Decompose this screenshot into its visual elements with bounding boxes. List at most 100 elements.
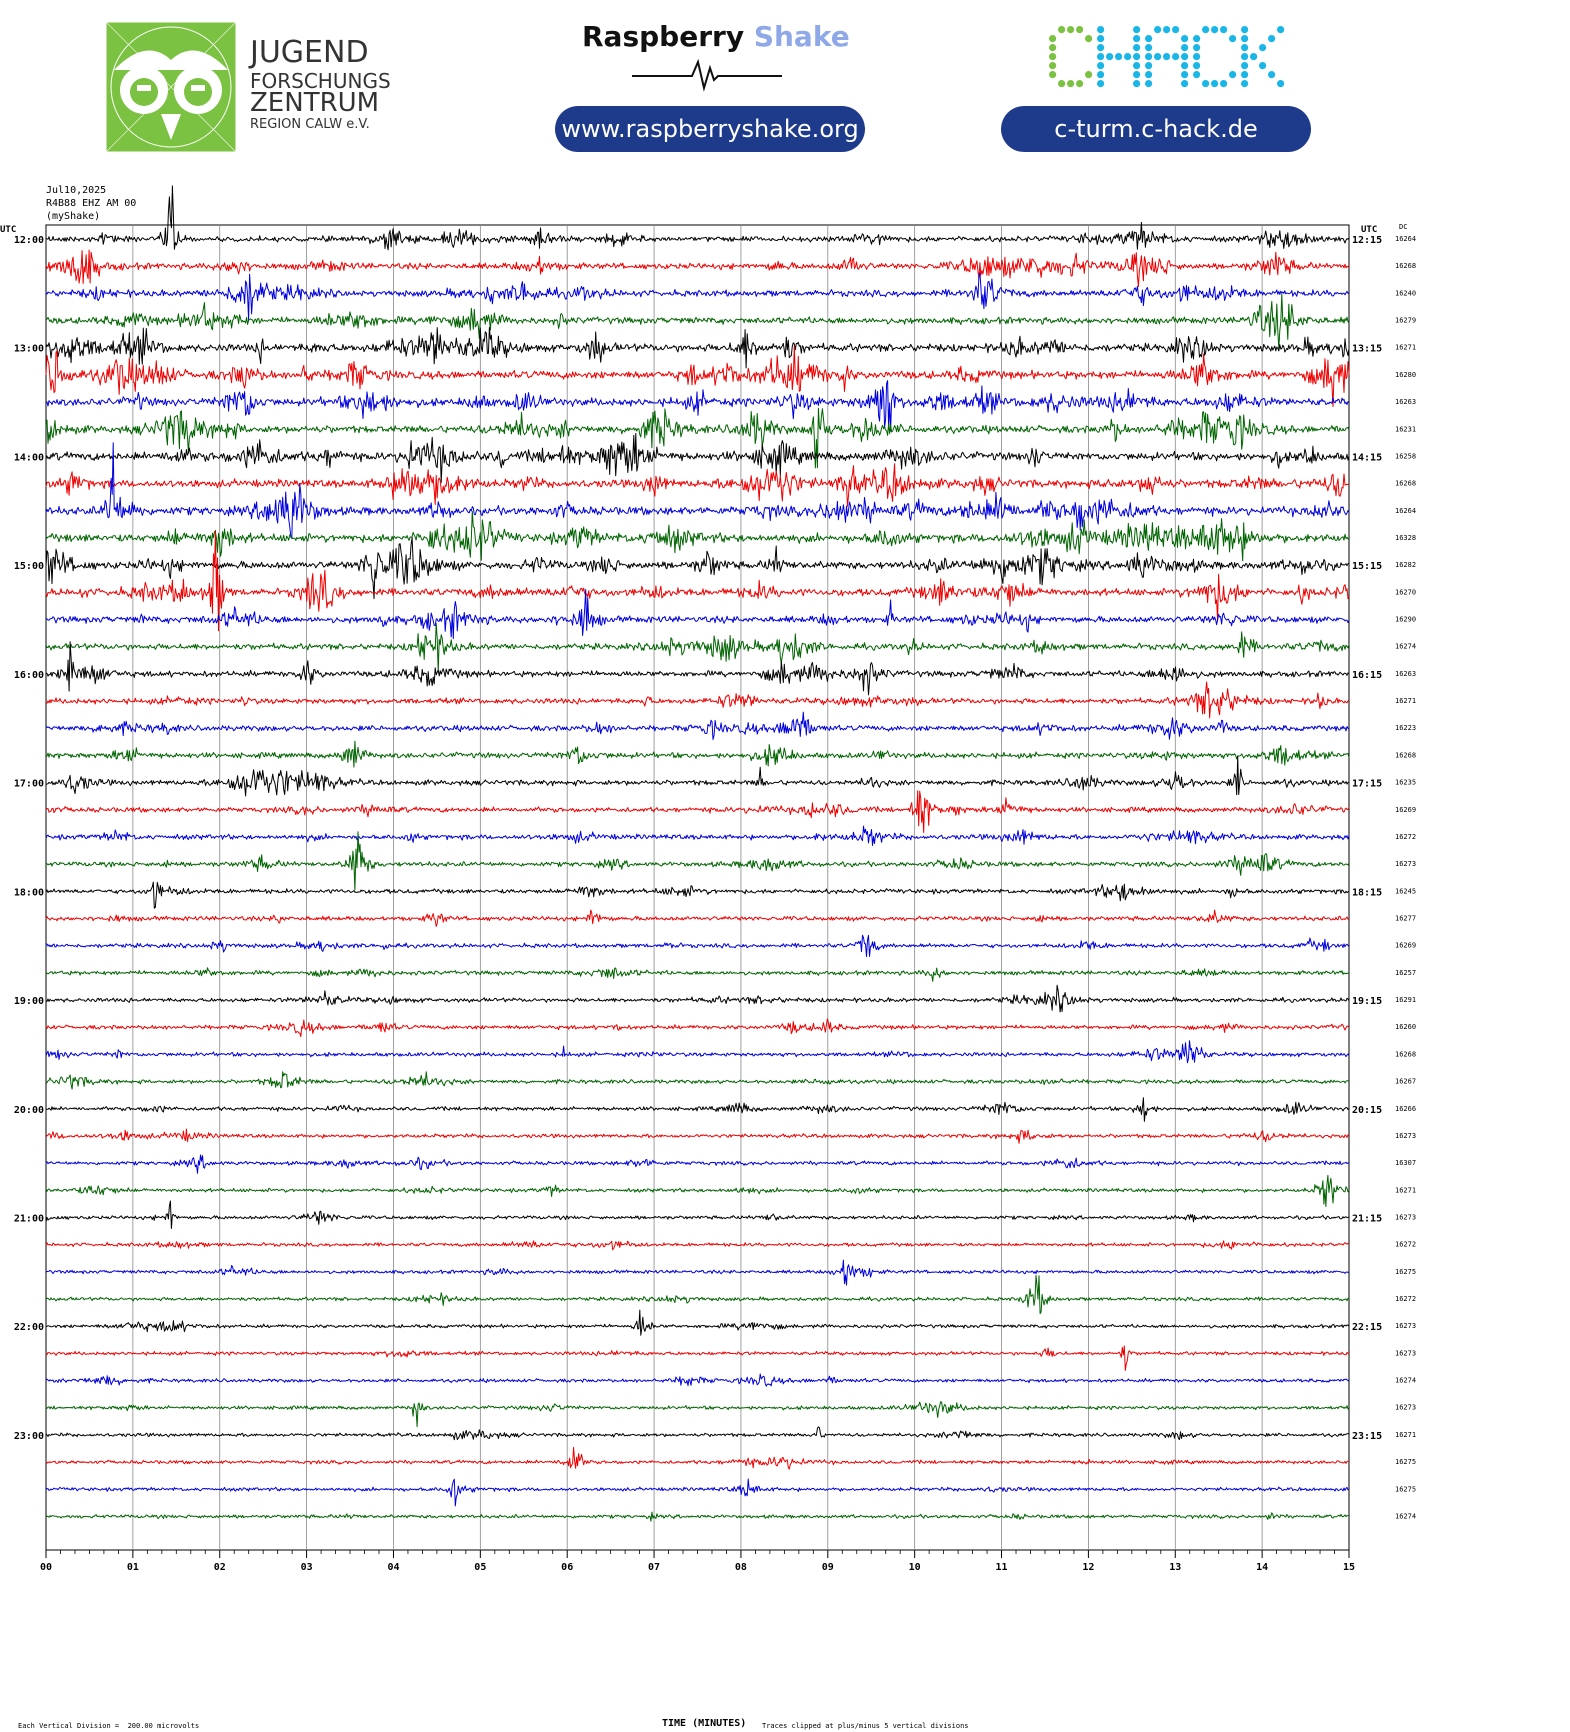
plot-frame	[45, 224, 1350, 1551]
chack-logo	[1049, 26, 1285, 88]
jfz-line2: FORSCHUNGS	[250, 69, 391, 93]
right-hour-label: 13:15	[1352, 344, 1382, 355]
dc-value-label: 16263	[1395, 670, 1416, 678]
seismic-trace-line	[45, 825, 1350, 846]
dc-value-label: 16235	[1395, 779, 1416, 787]
dc-value-label: 16275	[1395, 1458, 1416, 1466]
seismic-trace-line	[45, 1040, 1350, 1064]
x-tick-label: 14	[1256, 1562, 1268, 1573]
chack-logo-dot	[1097, 53, 1105, 61]
dc-value-label: 16263	[1395, 398, 1416, 406]
chack-logo-dot	[1241, 53, 1249, 61]
seismic-trace-line	[45, 740, 1350, 768]
raspberryshake-url-text: www.raspberryshake.org	[561, 115, 859, 143]
chack-logo-dot	[1097, 80, 1105, 88]
chack-logo-dot	[1097, 35, 1105, 43]
left-axis-title: UTC	[0, 225, 17, 235]
chack-logo-dot	[1145, 62, 1153, 70]
chack-logo-dot	[1085, 35, 1093, 43]
dc-value-label: 16270	[1395, 588, 1416, 596]
dc-value-label: 16268	[1395, 1050, 1416, 1058]
seismic-trace-line	[45, 1200, 1350, 1229]
x-tick-label: 06	[561, 1562, 573, 1573]
dc-value-label: 16275	[1395, 1485, 1416, 1493]
dc-value-label: 16257	[1395, 969, 1416, 977]
seismic-trace-line	[45, 272, 1350, 321]
seismic-trace-line	[45, 984, 1350, 1013]
chack-logo-dot	[1097, 26, 1105, 34]
left-hour-label: 23:00	[14, 1431, 44, 1442]
seismic-trace-line	[45, 249, 1350, 288]
seismic-trace-line	[45, 537, 1350, 600]
chack-logo-dot	[1049, 62, 1057, 70]
dc-value-label: 16271	[1395, 344, 1416, 352]
seismic-trace-line	[45, 1259, 1350, 1286]
seismic-trace-line	[45, 641, 1350, 696]
chack-logo-dot	[1193, 44, 1201, 52]
seismic-trace-line	[45, 1071, 1350, 1090]
left-hour-label: 15:00	[14, 561, 44, 572]
seismic-trace-line	[45, 293, 1350, 350]
left-hour-label: 13:00	[14, 344, 44, 355]
chack-logo-dot	[1250, 53, 1258, 61]
dc-value-label: 16266	[1395, 1105, 1416, 1113]
seismic-trace-line	[45, 1174, 1350, 1207]
chack-url-link[interactable]: c-turm.c-hack.de	[1001, 106, 1311, 152]
seismic-trace-line	[45, 934, 1350, 958]
seismic-trace-line	[45, 407, 1350, 469]
dc-value-label: 16264	[1395, 235, 1416, 243]
raspberryshake-url-link[interactable]: www.raspberryshake.org	[555, 106, 865, 152]
dc-value-label: 16268	[1395, 262, 1416, 270]
chack-logo-dot	[1097, 62, 1105, 70]
seismic-trace-line	[45, 432, 1350, 483]
seismic-trace-line	[45, 380, 1350, 432]
dc-value-label: 16269	[1395, 942, 1416, 950]
dc-value-label: 16273	[1395, 1213, 1416, 1221]
seismic-trace-line	[45, 442, 1350, 539]
right-hour-label: 19:15	[1352, 996, 1382, 1007]
seismic-trace-line	[45, 790, 1350, 833]
chack-logo-dot	[1163, 26, 1171, 34]
right-hour-label: 18:15	[1352, 887, 1382, 898]
dc-value-label: 16240	[1395, 289, 1416, 297]
left-hour-label: 22:00	[14, 1322, 44, 1333]
x-tick-label: 12	[1082, 1562, 1094, 1573]
seismic-trace-line	[45, 185, 1350, 251]
chack-logo-dot	[1067, 80, 1075, 88]
seismic-trace-line	[45, 1447, 1350, 1470]
chack-logo-dot	[1145, 44, 1153, 52]
left-hour-label: 14:00	[14, 452, 44, 463]
right-hour-label: 16:15	[1352, 670, 1382, 681]
dc-value-label: 16279	[1395, 317, 1416, 325]
chack-logo-dot	[1163, 53, 1171, 61]
dc-value-label: 16273	[1395, 1132, 1416, 1140]
chack-logo-dot	[1193, 35, 1201, 43]
x-tick-label: 07	[648, 1562, 660, 1573]
chack-logo-dot	[1085, 71, 1093, 79]
dc-value-label: 16264	[1395, 507, 1416, 515]
chack-logo-dot	[1049, 44, 1057, 52]
x-tick-label: 13	[1169, 1562, 1181, 1573]
chack-logo-dot	[1076, 26, 1084, 34]
seismic-trace-line	[45, 1345, 1350, 1371]
dc-value-label: 16273	[1395, 1322, 1416, 1330]
right-hour-label: 14:15	[1352, 452, 1382, 463]
chack-logo-dot	[1241, 26, 1249, 34]
chack-logo-dot	[1211, 26, 1219, 34]
dc-value-label: 16258	[1395, 452, 1416, 460]
dc-value-label: 16328	[1395, 534, 1416, 542]
dc-column-title: DC	[1399, 223, 1408, 231]
dc-value-label: 16245	[1395, 887, 1416, 895]
chack-logo-dot	[1241, 80, 1249, 88]
dc-value-label: 16307	[1395, 1159, 1416, 1167]
chack-logo-dot	[1241, 62, 1249, 70]
dc-value-label: 16272	[1395, 1241, 1416, 1249]
chack-logo-dot	[1193, 53, 1201, 61]
chack-logo-dot	[1133, 53, 1141, 61]
chack-logo-dot	[1133, 35, 1141, 43]
left-hour-label: 20:00	[14, 1105, 44, 1116]
seismic-trace-line	[45, 510, 1350, 562]
left-hour-label: 18:00	[14, 887, 44, 898]
dc-value-label: 16223	[1395, 724, 1416, 732]
x-tick-label: 03	[301, 1562, 313, 1573]
